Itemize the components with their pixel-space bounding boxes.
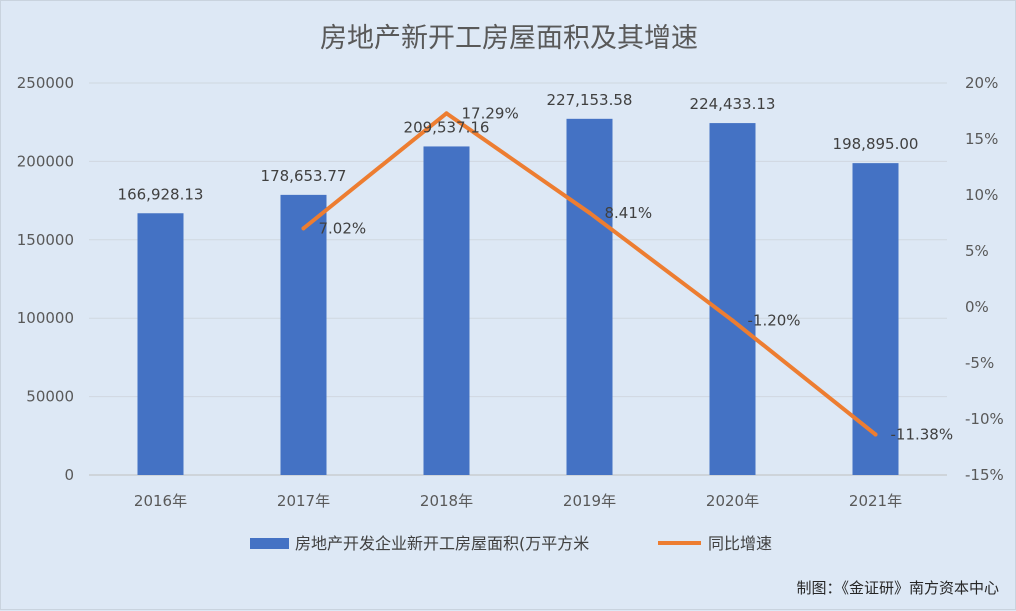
legend-label-line: 同比增速: [708, 534, 772, 553]
y-right-tick-label: 5%: [965, 242, 989, 260]
x-tick-label: 2019年: [563, 492, 616, 510]
y-left-tick-label: 250000: [17, 74, 74, 92]
bar-data-label: 209,537.16: [404, 118, 490, 136]
x-tick-label: 2020年: [706, 492, 759, 510]
line-data-label: 8.41%: [605, 204, 653, 222]
y-right-tick-label: -5%: [965, 354, 994, 372]
line-series: [301, 111, 878, 437]
y-axis-left: 0 50000 100000 150000 200000 250000: [17, 74, 74, 484]
y-left-tick-label: 100000: [17, 309, 74, 327]
chart-title: 房地产新开工房屋面积及其增速: [320, 23, 698, 54]
line-point: [444, 111, 449, 116]
bar: [423, 146, 470, 475]
line-point: [873, 432, 878, 437]
y-left-tick-label: 150000: [17, 231, 74, 249]
line-data-label: -1.20%: [748, 311, 801, 329]
bar-data-label: 166,928.13: [118, 185, 204, 203]
bar: [709, 123, 756, 475]
line-point: [587, 210, 592, 215]
bar-data-labels: 166,928.13 178,653.77 209,537.16 227,153.58…: [118, 91, 919, 203]
line-point: [730, 318, 735, 323]
y-right-tick-label: 10%: [965, 186, 998, 204]
x-tick-label: 2016年: [134, 492, 187, 510]
line-data-label: 7.02%: [319, 219, 367, 237]
y-left-tick-label: 50000: [26, 388, 74, 406]
line-data-labels: 7.02% 17.29% 8.41% -1.20% -11.38%: [319, 104, 954, 443]
legend-swatch-bar: [250, 538, 289, 549]
line-point: [301, 226, 306, 231]
bar-data-label: 198,895.00: [833, 135, 919, 153]
bar-data-label: 178,653.77: [261, 167, 347, 185]
y-left-tick-label: 200000: [17, 152, 74, 170]
y-right-tick-label: 15%: [965, 130, 998, 148]
line-data-label: 17.29%: [462, 104, 519, 122]
legend-label-bar: 房地产开发企业新开工房屋面积(万平方米: [295, 534, 589, 553]
y-right-tick-label: 20%: [965, 74, 998, 92]
y-right-tick-label: 0%: [965, 298, 989, 316]
y-axis-right: -15% -10% -5% 0% 5% 10% 15% 20%: [965, 74, 1004, 484]
bar-data-label: 227,153.58: [547, 91, 633, 109]
y-left-tick-label: 0: [64, 466, 74, 484]
bar: [137, 213, 184, 475]
bar: [280, 194, 327, 475]
x-tick-label: 2018年: [420, 492, 473, 510]
x-tick-label: 2021年: [849, 492, 902, 510]
line-data-label: -11.38%: [891, 425, 954, 443]
bar-data-label: 224,433.13: [690, 95, 776, 113]
source-note: 制图：《金证研》南方资本中心: [796, 579, 999, 597]
x-axis: 2016年 2017年 2018年 2019年 2020年 2021年: [134, 492, 902, 510]
y-right-tick-label: -15%: [965, 466, 1004, 484]
legend: 房地产开发企业新开工房屋面积(万平方米 同比增速: [250, 534, 772, 553]
y-right-tick-label: -10%: [965, 410, 1004, 428]
bar: [566, 118, 613, 476]
bar-series: [137, 118, 899, 476]
gridlines: [89, 82, 947, 476]
x-tick-label: 2017年: [277, 492, 330, 510]
